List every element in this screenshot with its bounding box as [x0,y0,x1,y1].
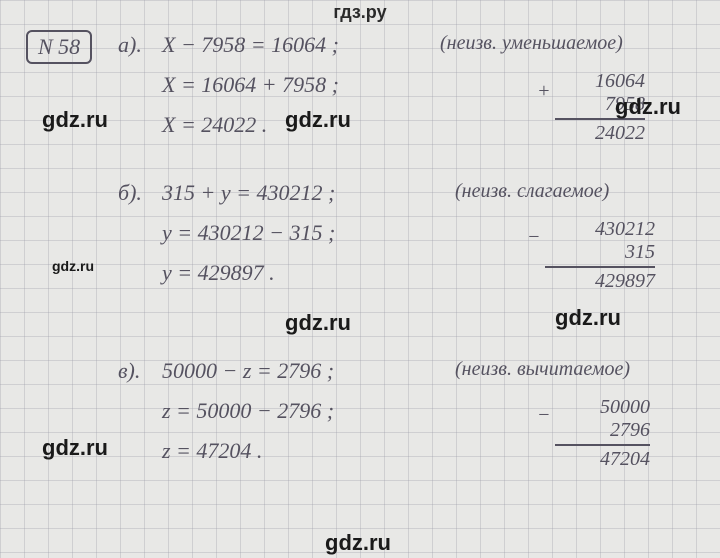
part-c-line3: z = 47204 . [162,438,262,464]
site-header: гдз.ру [0,2,720,23]
calc-n1: 16064 [555,70,645,93]
part-a-label: а). [118,32,142,58]
watermark: gdz.ru [615,94,681,120]
plus-icon: + [537,80,551,103]
part-b-line2: y = 430212 − 315 ; [162,220,335,246]
part-a-line2: X = 16064 + 7958 ; [162,72,339,98]
part-c-calc: − 50000 2796 47204 [555,396,650,471]
watermark: gdz.ru [285,310,351,336]
calc-res: 429897 [545,266,655,293]
part-a-note: (неизв. уменьшаемое) [440,32,623,55]
part-c-line1: 50000 − z = 2796 ; [162,358,334,384]
part-a-line1: X − 7958 = 16064 ; [162,32,339,58]
part-b-note: (неизв. слагаемое) [455,180,609,203]
calc-res: 24022 [555,118,645,145]
page: гдз.ру N 58 а). X − 7958 = 16064 ; (неиз… [0,0,720,558]
calc-n2: 2796 [555,419,650,442]
watermark: gdz.ru [285,107,351,133]
minus-icon: − [527,226,541,249]
part-b-label: б). [118,180,142,206]
part-b-calc: − 430212 315 429897 [545,218,655,293]
watermark: gdz.ru [325,530,391,556]
calc-res: 47204 [555,444,650,471]
calc-n2: 315 [545,241,655,264]
watermark: gdz.ru [52,258,94,274]
part-b-line3: y = 429897 . [162,260,275,286]
watermark: gdz.ru [555,305,621,331]
part-b-line1: 315 + y = 430212 ; [162,180,335,206]
part-a-line3: X = 24022 . [162,112,267,138]
calc-n1: 50000 [555,396,650,419]
minus-icon: − [537,404,551,427]
part-c-note: (неизв. вычитаемое) [455,358,630,381]
watermark: gdz.ru [42,107,108,133]
watermark: gdz.ru [42,435,108,461]
part-c-line2: z = 50000 − 2796 ; [162,398,334,424]
problem-number: N 58 [26,30,92,64]
calc-n1: 430212 [545,218,655,241]
part-c-label: в). [118,358,140,384]
